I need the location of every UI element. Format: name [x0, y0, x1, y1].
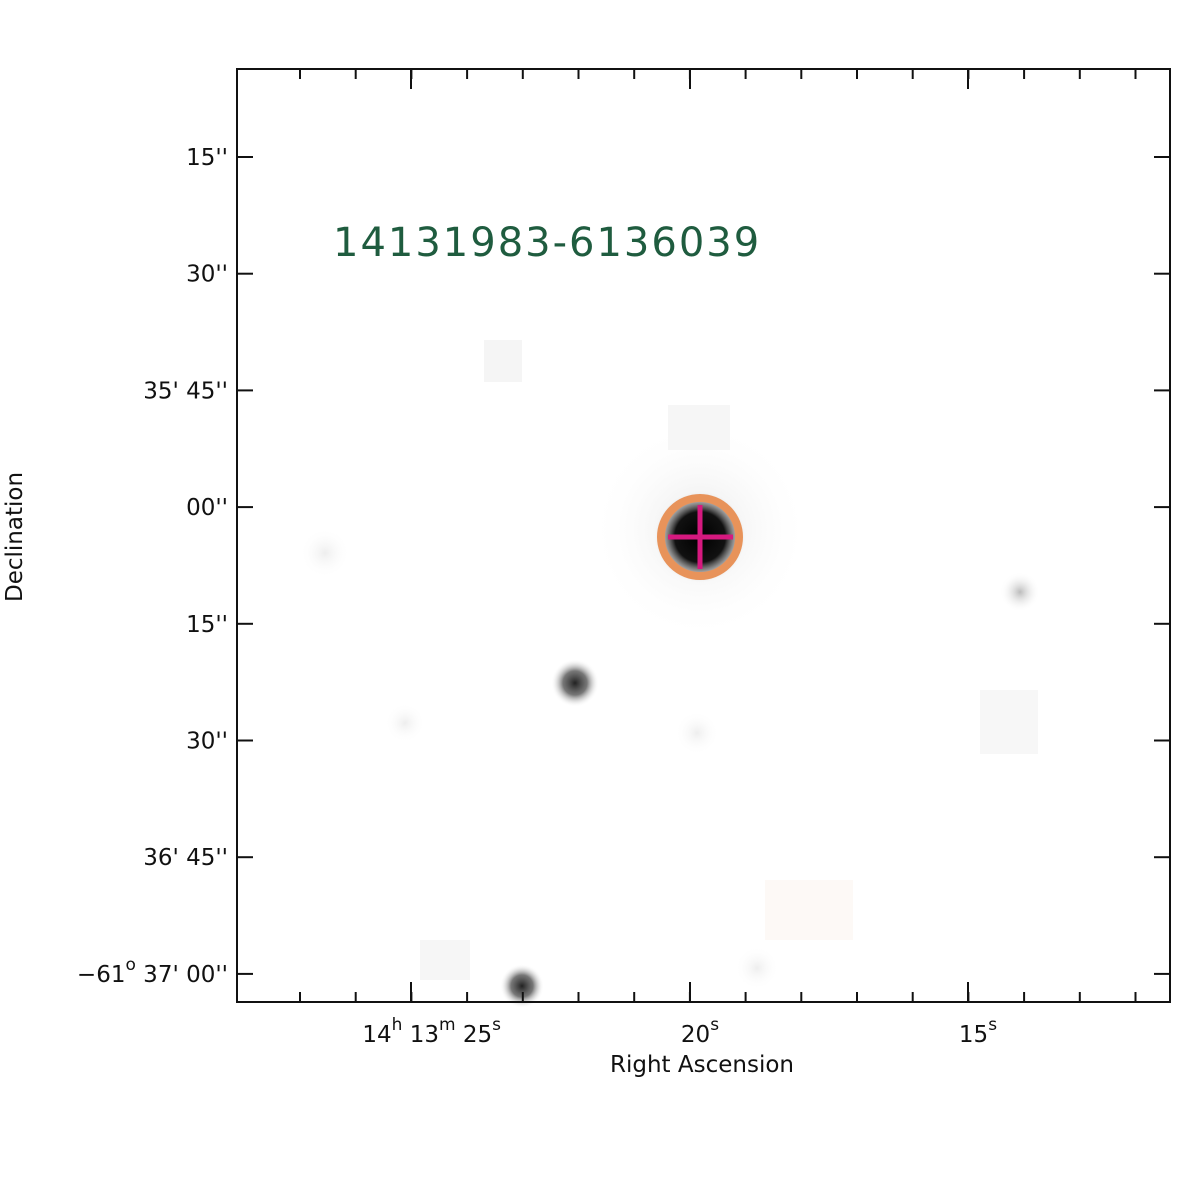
tick-label: 30''	[186, 262, 228, 288]
label-part: −61	[77, 962, 126, 988]
label-part: 35' 45''	[143, 378, 228, 404]
label-part: 20	[681, 1022, 710, 1048]
label-part: 15''	[186, 145, 228, 171]
sky-image	[300, 340, 1040, 1008]
tick-label: 36' 45''	[143, 845, 228, 871]
superscript: m	[439, 1015, 456, 1035]
label-part: 00''	[186, 495, 228, 521]
superscript: s	[988, 1015, 997, 1035]
tick-label: 30''	[186, 729, 228, 755]
label-part: 14	[362, 1022, 391, 1048]
tick-label: 20s	[681, 1015, 719, 1048]
superscript: h	[392, 1015, 403, 1035]
label-part: 25	[456, 1022, 493, 1048]
source-circle	[657, 494, 743, 580]
superscript: s	[710, 1015, 719, 1035]
ticks	[237, 69, 1170, 1002]
label-part: 30''	[186, 729, 228, 755]
x-axis-title: Right Ascension	[610, 1052, 794, 1078]
source-label: 14131983-6136039	[333, 220, 761, 266]
label-part: 36' 45''	[143, 845, 228, 871]
label-part: 15''	[186, 612, 228, 638]
label-part: 15	[959, 1022, 988, 1048]
label-part: 30''	[186, 262, 228, 288]
tick-label: 15''	[186, 612, 228, 638]
y-axis-title: Declination	[2, 472, 28, 602]
label-part: 37' 00''	[136, 962, 228, 988]
plot-frame	[236, 68, 1171, 1003]
tick-label: 00''	[186, 495, 228, 521]
tick-label: 14h 13m 25s	[362, 1015, 501, 1048]
tick-label: 15''	[186, 145, 228, 171]
tick-label: 15s	[959, 1015, 997, 1048]
label-part: 13	[402, 1022, 439, 1048]
superscript: s	[492, 1015, 501, 1035]
superscript: o	[125, 955, 135, 975]
tick-label: −61o 37' 00''	[77, 955, 228, 988]
tick-label: 35' 45''	[143, 378, 228, 404]
